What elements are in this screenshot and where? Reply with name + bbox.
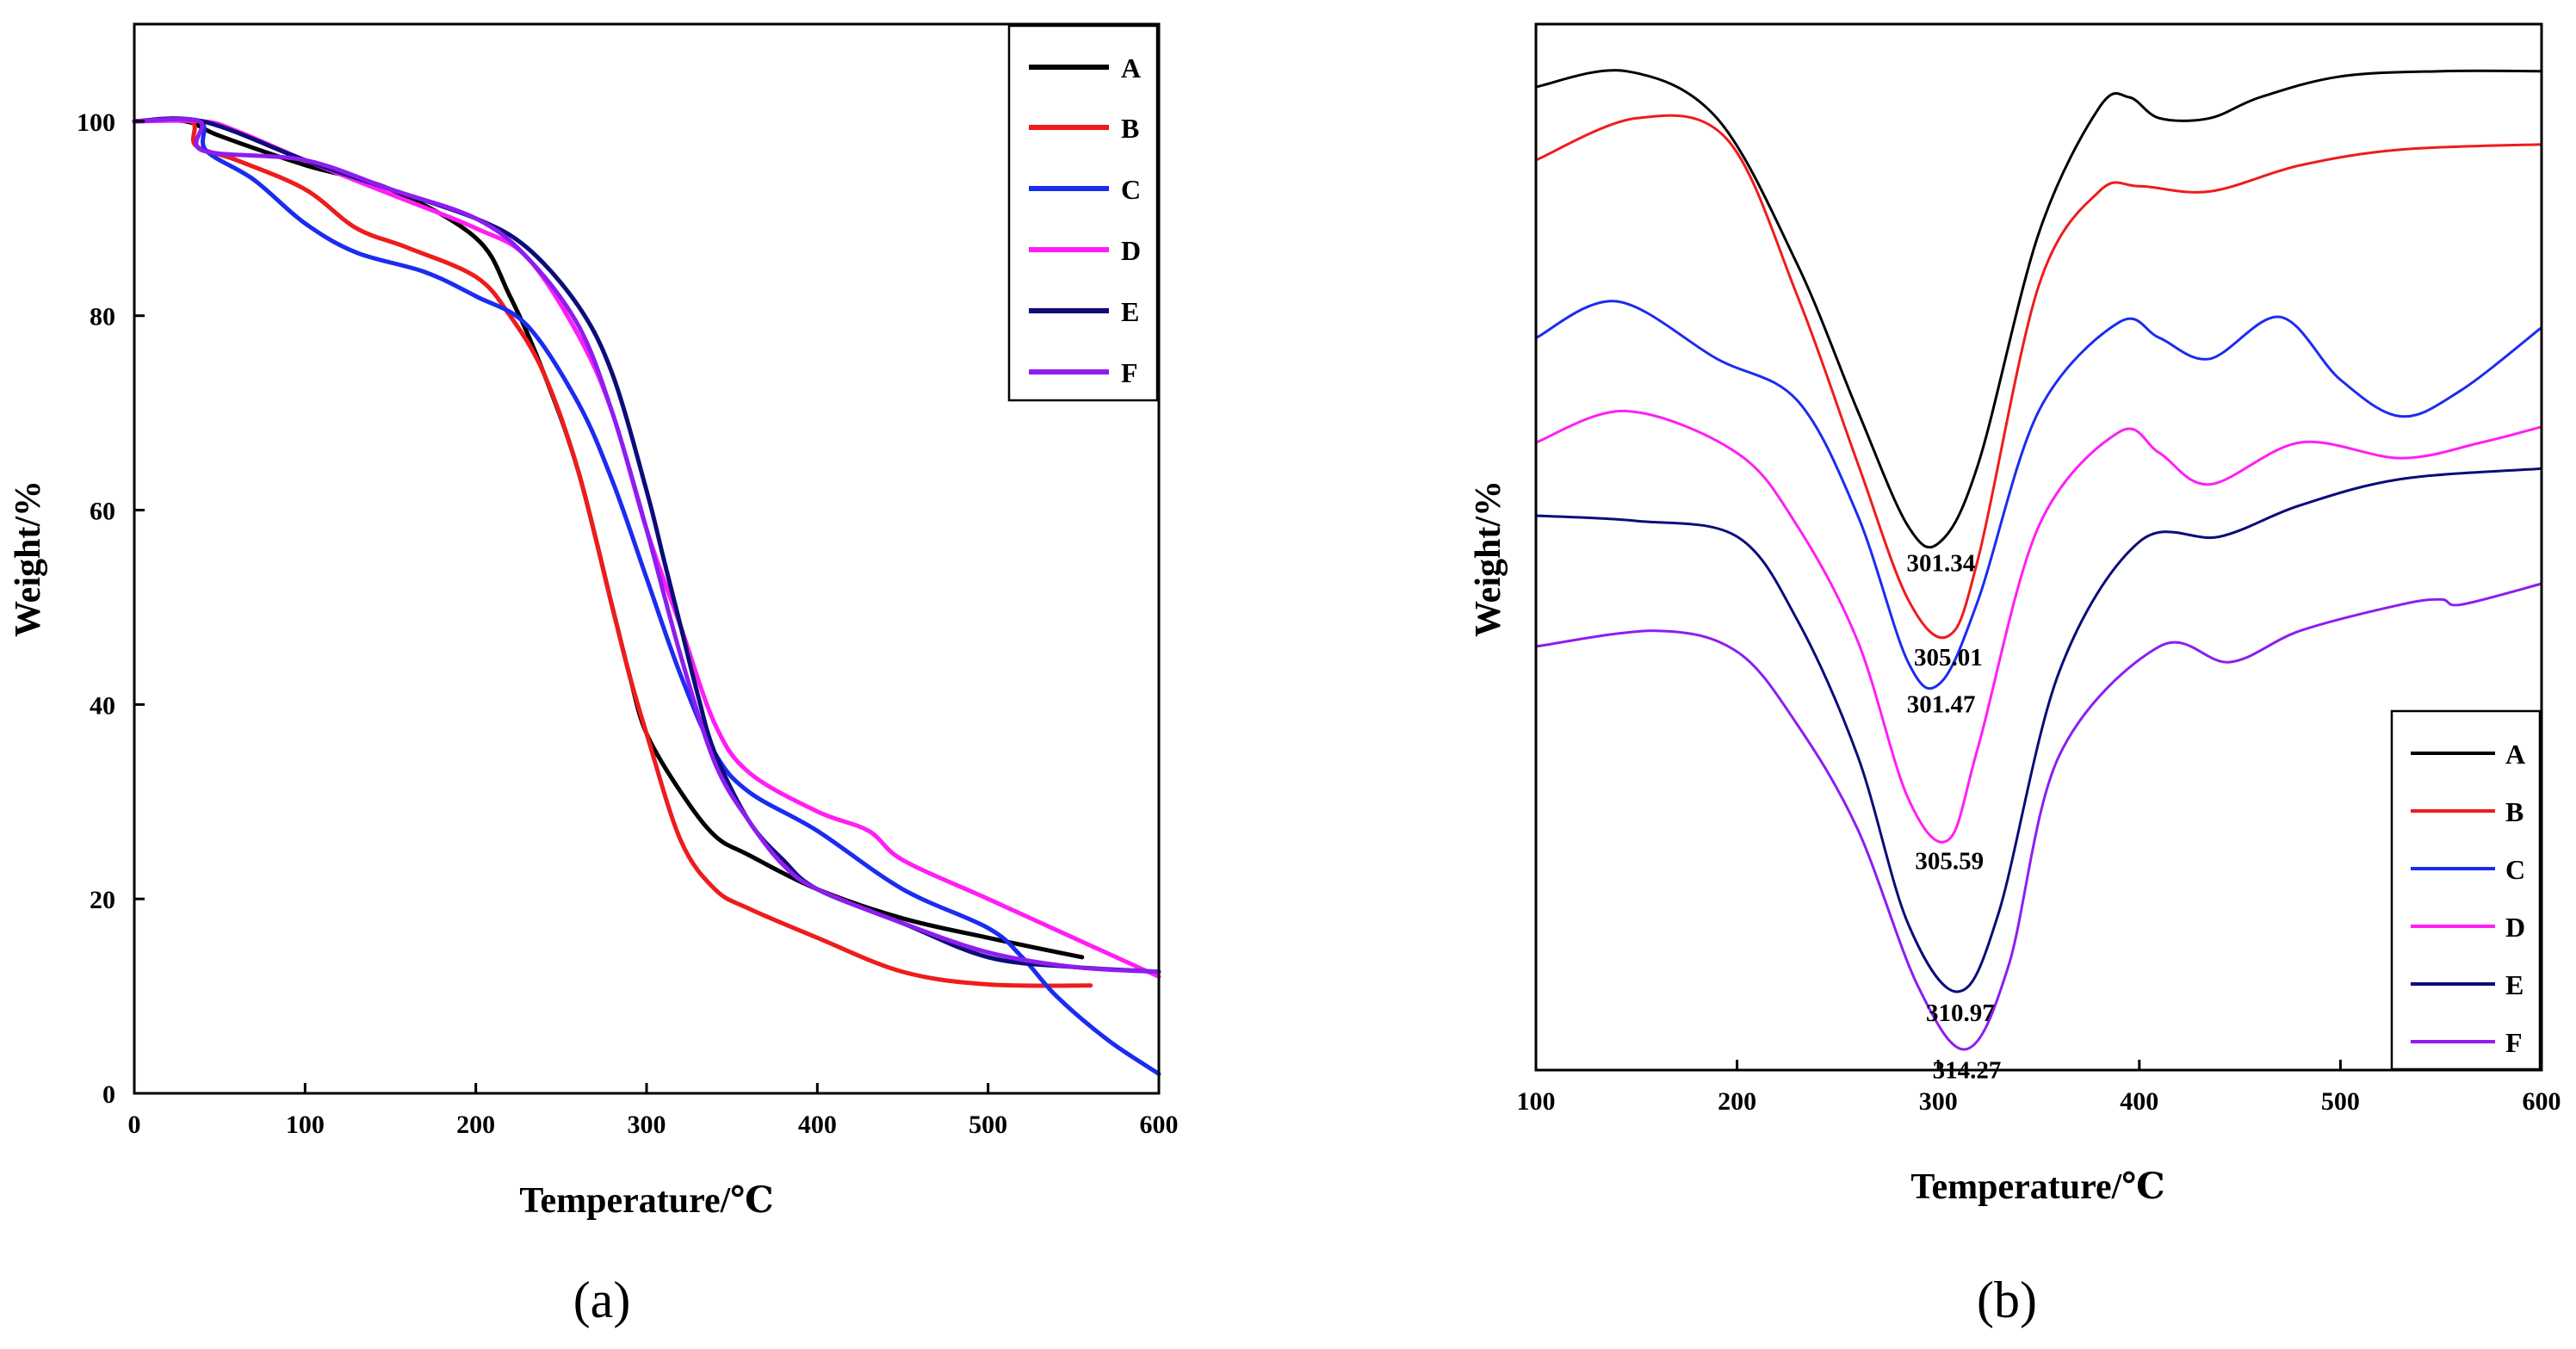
peak-label-F: 314.27: [1933, 1057, 2002, 1085]
chart-a-plot-frame: [133, 22, 1161, 1095]
chart-a-series-A: [132, 118, 1085, 960]
chart-b-legend: A B C D E F: [2390, 709, 2542, 1071]
chart-a-y-axis-label: Weight/%: [9, 480, 48, 637]
legend-a-label-D: D: [1121, 235, 1141, 266]
chart-a-x-tick-label: 400: [798, 1111, 837, 1139]
legend-b-label-D: D: [2505, 912, 2525, 943]
chart-b-series-E: [1534, 467, 2543, 993]
chart-b-series-A: [1534, 69, 2543, 549]
peak-label-C: 301.47: [1907, 690, 1976, 718]
legend-b-label-B: B: [2505, 796, 2523, 827]
chart-b: 100 200 300 400 500 600 301.34 305.01 301.47 …: [1469, 22, 2561, 1328]
chart-a-series-E: [132, 116, 1161, 975]
legend-b-label-F: F: [2505, 1027, 2523, 1058]
chart-b-series-C: [1534, 300, 2543, 690]
chart-a-series-group: [132, 116, 1161, 1076]
chart-b-x-axis-label: Temperature/℃: [1910, 1167, 2164, 1207]
chart-a-x-tick-label: 100: [286, 1111, 325, 1139]
chart-a-ticks: 0 100 200 300 400 500 600 0 20 40 60 80 100: [77, 108, 1179, 1139]
chart-b-ticks: 100 200 300 400 500 600: [1517, 1060, 2561, 1116]
chart-a-series-F: [132, 116, 1161, 975]
peak-label-A: 301.34: [1906, 549, 1975, 577]
chart-a-x-tick-label: 0: [128, 1111, 141, 1139]
chart-b-x-tick-label: 600: [2523, 1087, 2561, 1116]
chart-a-y-tick-label: 80: [90, 303, 115, 331]
legend-a-label-F: F: [1121, 357, 1138, 388]
peak-label-E: 310.97: [1926, 999, 1995, 1027]
chart-b-series-B: [1534, 114, 2543, 640]
chart-a-y-tick-label: 0: [102, 1080, 115, 1109]
legend-b-label-E: E: [2505, 969, 2523, 1000]
chart-a-x-tick-label: 300: [628, 1111, 666, 1139]
chart-a-series-C: [132, 116, 1161, 1076]
chart-a-y-tick-label: 40: [90, 691, 115, 720]
chart-a-legend-box: [1007, 24, 1159, 402]
chart-b-series-F: [1534, 582, 2543, 1051]
chart-a-y-tick-label: 20: [90, 886, 115, 914]
chart-a-panel-label: (a): [573, 1272, 631, 1328]
chart-a-x-tick-label: 200: [456, 1111, 495, 1139]
chart-a: 0 100 200 300 400 500 600 0 20 40 60 80 100 Temperat…: [9, 22, 1179, 1328]
legend-a-label-E: E: [1121, 296, 1139, 327]
chart-b-x-tick-label: 100: [1517, 1087, 1556, 1116]
chart-b-peak-labels: 301.34 305.01 301.47 305.59 310.97 314.2…: [1906, 549, 2001, 1084]
chart-b-legend-box: [2390, 709, 2542, 1071]
chart-a-series-D: [132, 118, 1161, 979]
legend-b-label-A: A: [2505, 739, 2525, 770]
chart-b-series-group: [1534, 69, 2543, 1051]
chart-a-series-B: [132, 117, 1093, 988]
chart-a-y-tick-label: 60: [90, 498, 115, 526]
chart-a-legend: A B C D E F: [1007, 24, 1159, 402]
legend-a-label-A: A: [1121, 53, 1141, 84]
chart-a-y-tick-label: 100: [77, 108, 115, 137]
chart-a-x-axis-label: Temperature/℃: [519, 1181, 773, 1221]
chart-b-x-tick-label: 300: [1919, 1087, 1958, 1116]
chart-b-plot-frame: [1534, 22, 2543, 1072]
chart-b-x-tick-label: 400: [2120, 1087, 2158, 1116]
peak-label-B: 305.01: [1914, 644, 1983, 671]
chart-b-series-D: [1534, 409, 2543, 844]
chart-b-y-axis-label: Weight/%: [1469, 480, 1508, 637]
chart-b-panel-label: (b): [1977, 1272, 2037, 1328]
peak-label-D: 305.59: [1915, 848, 1984, 876]
legend-b-label-C: C: [2505, 854, 2525, 885]
chart-a-x-tick-label: 600: [1140, 1111, 1179, 1139]
chart-a-x-tick-label: 500: [969, 1111, 1007, 1139]
legend-a-label-B: B: [1121, 113, 1139, 144]
chart-b-x-tick-label: 200: [1718, 1087, 1756, 1116]
chart-b-x-tick-label: 500: [2321, 1087, 2360, 1116]
legend-a-label-C: C: [1121, 174, 1141, 205]
